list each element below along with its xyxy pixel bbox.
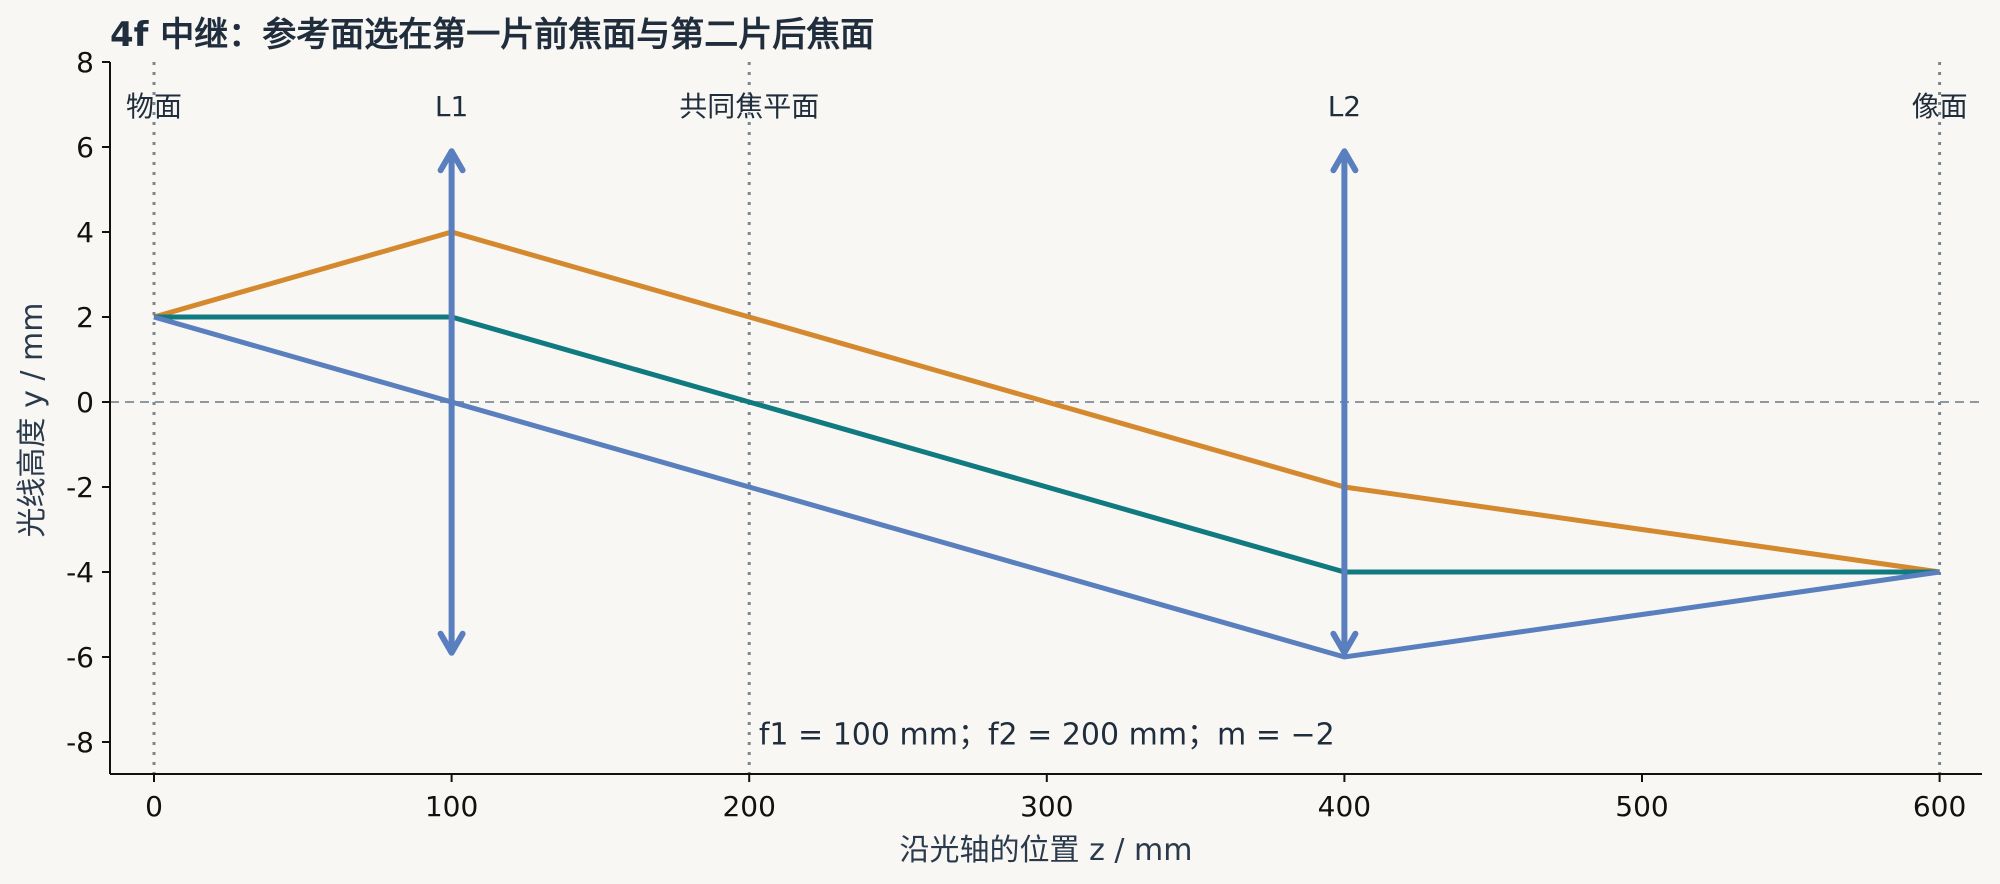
x-tick-label-2: 200 [722,790,775,823]
ray-series [153,229,1940,660]
y-tick-label-3: 2 [76,301,94,334]
x-tick-label-0: 0 [145,790,163,823]
x-tick-label-3: 300 [1020,790,1073,823]
lens-arrow-top-1 [1330,148,1359,174]
ray-line-1 [154,314,1940,575]
x-axis-label: 沿光轴的位置 z / mm [900,833,1193,868]
x-ticks: 0 100 200 300 400 500 600 [145,774,1966,823]
chart-title: 4f 中继：参考面选在第一片前焦面与第二片后焦面 [110,15,874,55]
parameter-annotation: f1 = 100 mm；f2 = 200 mm；m = −2 [759,718,1335,753]
lenses: L1 L2 [435,90,1361,656]
ray-line-0 [153,229,1940,575]
x-tick-label-6: 600 [1913,790,1966,823]
x-tick-label-1: 100 [425,790,478,823]
axes: 0 100 200 300 400 500 600 8 6 4 2 0 -2 -4 -6 -8 [66,46,1982,823]
plane-label-1: 共同焦平面 [679,90,819,123]
reference-planes: 物面 共同焦平面 像面 [126,62,1968,774]
y-tick-label-0: 8 [76,46,94,79]
y-axis-label: 光线高度 y / mm [15,303,50,538]
y-tick-label-1: 6 [76,131,94,164]
lens-arrow-bottom-1 [1330,630,1359,656]
ray-line-2 [153,314,1940,660]
y-tick-label-4: 0 [76,386,94,419]
y-tick-label-2: 4 [76,216,94,249]
y-ticks: 8 6 4 2 0 -2 -4 -6 -8 [66,46,110,759]
lens-arrow-bottom-0 [437,630,466,656]
x-tick-label-5: 500 [1615,790,1668,823]
lens-label-1: L2 [1328,90,1361,123]
y-tick-label-5: -2 [66,471,94,504]
plane-label-2: 像面 [1912,90,1968,123]
lens-label-0: L1 [435,90,468,123]
plane-label-0: 物面 [126,90,182,123]
y-tick-label-7: -6 [66,641,94,674]
x-tick-label-4: 400 [1318,790,1371,823]
y-tick-label-6: -4 [66,556,94,589]
lens-arrow-top-0 [437,148,466,174]
y-tick-label-8: -8 [66,726,94,759]
